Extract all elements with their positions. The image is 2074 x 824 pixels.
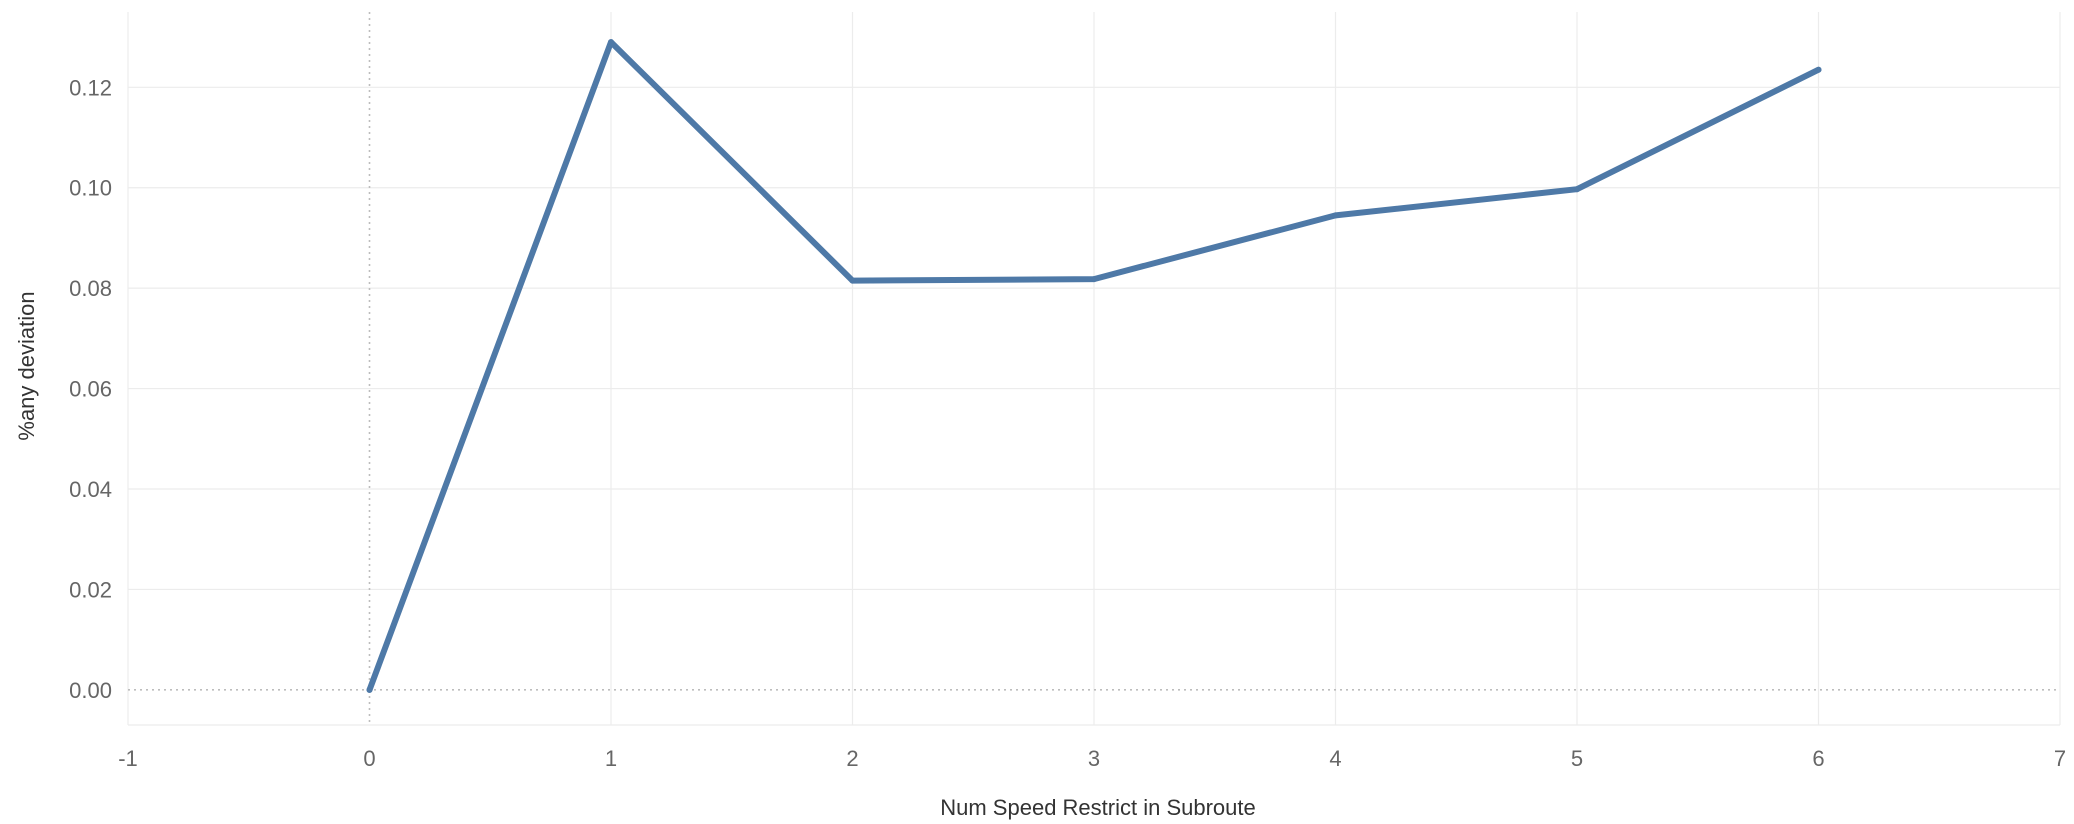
y-axis-tick-labels: 0.00 0.02 0.04 0.06 0.08 0.10 0.12 [69, 75, 112, 703]
x-axis-tick-labels: -1 0 1 2 3 4 5 6 7 [118, 746, 2066, 771]
zero-reference-lines [128, 12, 2060, 725]
data-point [1815, 66, 1822, 73]
y-tick-label: 0.06 [69, 377, 112, 402]
series-layer [366, 39, 1822, 693]
data-point [1332, 212, 1339, 219]
data-point [1091, 276, 1097, 283]
y-tick-label: 0.08 [69, 276, 112, 301]
data-point [366, 686, 373, 693]
x-tick-label: -1 [118, 746, 138, 771]
x-tick-label: 5 [1571, 746, 1583, 771]
y-axis-title: %any deviation [14, 291, 39, 440]
x-tick-label: 0 [363, 746, 375, 771]
x-tick-label: 1 [605, 746, 617, 771]
y-tick-label: 0.02 [69, 577, 112, 602]
x-tick-label: 2 [846, 746, 858, 771]
data-point [849, 277, 856, 284]
x-tick-label: 3 [1088, 746, 1100, 771]
y-tick-label: 0.00 [69, 678, 112, 703]
y-tick-label: 0.12 [69, 75, 112, 100]
data-point [1574, 186, 1580, 193]
data-point [608, 39, 614, 46]
x-tick-label: 7 [2054, 746, 2066, 771]
gridlines [127, 12, 2061, 726]
x-tick-label: 6 [1812, 746, 1824, 771]
x-axis-title: Num Speed Restrict in Subroute [940, 795, 1256, 820]
y-tick-label: 0.04 [69, 477, 112, 502]
y-tick-label: 0.10 [69, 176, 112, 201]
x-tick-label: 4 [1329, 746, 1341, 771]
